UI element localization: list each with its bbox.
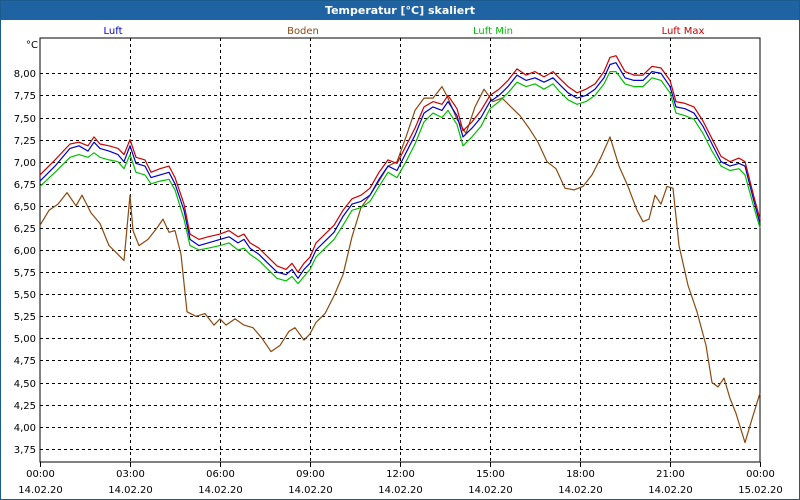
axes: 3,75 4,00 4,25 4,50 4,75 5,00 5,25 5,50 5,75 6,00… <box>14 37 783 496</box>
y-axis-unit-label: °C <box>26 40 38 51</box>
y-tick-label: 5,75 <box>14 268 36 279</box>
y-tick-label: 8,00 <box>14 69 36 80</box>
y-tick-label: 6,00 <box>14 246 36 257</box>
y-tick-label: 3,75 <box>14 445 36 456</box>
y-tick-label: 7,50 <box>14 114 36 125</box>
series-lines <box>39 55 761 444</box>
x-tick-time-label: 00:00 <box>26 469 55 480</box>
x-tick-date-label: 14.02.20 <box>558 485 603 496</box>
y-tick-label: 4,25 <box>14 401 36 412</box>
x-tick-time-label: 18:00 <box>566 469 595 480</box>
y-tick-label: 4,00 <box>14 423 36 434</box>
x-tick-time-label: 00:00 <box>746 469 775 480</box>
legend-entry-luft-max: Luft Max <box>662 26 705 37</box>
x-tick-time-label: 12:00 <box>386 469 415 480</box>
series-line-luft-min <box>39 71 761 285</box>
grid <box>40 38 760 462</box>
y-tick-label: 5,00 <box>14 334 36 345</box>
x-tick-time-label: 21:00 <box>656 469 685 480</box>
legend-entry-boden: Boden <box>287 26 319 37</box>
x-tick-time-label: 03:00 <box>116 469 145 480</box>
y-tick-label: 6,25 <box>14 224 36 235</box>
y-tick-label: 6,50 <box>14 202 36 213</box>
y-tick-label: 6,75 <box>14 180 36 191</box>
x-tick-date-label: 14.02.20 <box>198 485 243 496</box>
series-line-luft-max <box>39 55 761 273</box>
x-tick-time-label: 09:00 <box>296 469 325 480</box>
y-tick-label: 4,50 <box>14 379 36 390</box>
x-tick-date-label: 14.02.20 <box>378 485 423 496</box>
y-tick-label: 5,25 <box>14 312 36 323</box>
x-tick-date-label: 14.02.20 <box>288 485 333 496</box>
x-tick-date-label: 14.02.20 <box>108 485 153 496</box>
y-tick-label: 4,75 <box>14 356 36 367</box>
x-tick-date-label: 14.02.20 <box>648 485 693 496</box>
y-tick-label: 7,25 <box>14 136 36 147</box>
series-line-boden <box>39 86 761 444</box>
y-tick-label: 7,00 <box>14 158 36 169</box>
x-tick-time-label: 15:00 <box>476 469 505 480</box>
legend-entry-luft-min: Luft Min <box>473 26 513 37</box>
y-tick-label: 5,50 <box>14 290 36 301</box>
x-tick-date-label: 14.02.20 <box>18 485 63 496</box>
x-tick-date-label: 14.02.20 <box>468 485 513 496</box>
series-line-luft <box>39 62 761 279</box>
legend: Luft Boden Luft Min Luft Max <box>104 26 705 37</box>
x-tick-time-label: 06:00 <box>206 469 235 480</box>
chart-title: Temperatur [°C] skaliert <box>1 1 799 20</box>
x-tick-date-label: 15.02.20 <box>738 485 783 496</box>
legend-entry-luft: Luft <box>104 26 123 37</box>
y-tick-label: 7,75 <box>14 91 36 102</box>
